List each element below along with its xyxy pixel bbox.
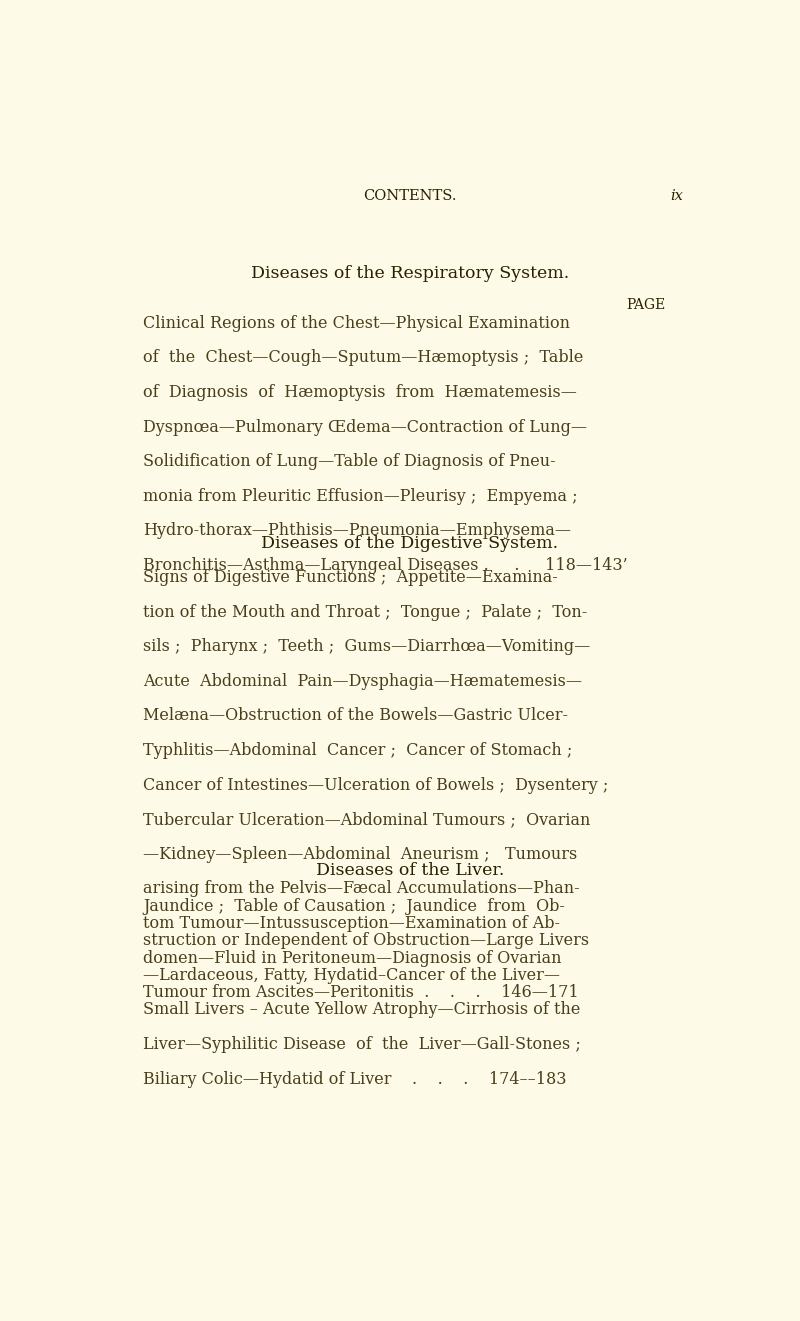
Text: —Kidney—Spleen—Abdominal  Aneurism ;   Tumours: —Kidney—Spleen—Abdominal Aneurism ; Tumo… [143, 845, 578, 863]
Text: Signs of Digestive Functions ;  Appetite—Examina-: Signs of Digestive Functions ; Appetite—… [143, 569, 558, 587]
Text: Diseases of the Respiratory System.: Diseases of the Respiratory System. [251, 266, 569, 281]
Text: Cancer of Intestines—Ulceration of Bowels ;  Dysentery ;: Cancer of Intestines—Ulceration of Bowel… [143, 777, 609, 794]
Text: Clinical Regions of the Chest—Physical Examination: Clinical Regions of the Chest—Physical E… [143, 314, 570, 332]
Text: sils ;  Pharynx ;  Teeth ;  Gums—Diarrhœa—Vomiting—: sils ; Pharynx ; Teeth ; Gums—Diarrhœa—V… [143, 638, 590, 655]
Text: tom Tumour—Intussusception—Examination of Ab-: tom Tumour—Intussusception—Examination o… [143, 915, 560, 931]
Text: PAGE: PAGE [626, 299, 666, 312]
Text: domen—Fluid in Peritoneum—Diagnosis of Ovarian: domen—Fluid in Peritoneum—Diagnosis of O… [143, 950, 562, 967]
Text: of  the  Chest—Cough—Sputum—Hæmoptysis ;  Table: of the Chest—Cough—Sputum—Hæmoptysis ; T… [143, 349, 584, 366]
Text: tion of the Mouth and Throat ;  Tongue ;  Palate ;  Ton-: tion of the Mouth and Throat ; Tongue ; … [143, 604, 588, 621]
Text: Hydro-thorax—Phthisis—Pneumonia—Emphysema—: Hydro-thorax—Phthisis—Pneumonia—Emphysem… [143, 522, 571, 539]
Text: Jaundice ;  Table of Causation ;  Jaundice  from  Ob-: Jaundice ; Table of Causation ; Jaundice… [143, 898, 566, 914]
Text: Dyspnœa—Pulmonary Œdema—Contraction of Lung—: Dyspnœa—Pulmonary Œdema—Contraction of L… [143, 419, 587, 436]
Text: Typhlitis—Abdominal  Cancer ;  Cancer of Stomach ;: Typhlitis—Abdominal Cancer ; Cancer of S… [143, 742, 573, 760]
Text: Biliary Colic—Hydatid of Liver    .    .    .    174––183: Biliary Colic—Hydatid of Liver . . . 174… [143, 1070, 567, 1087]
Text: Small Livers – Acute Yellow Atrophy—Cirrhosis of the: Small Livers – Acute Yellow Atrophy—Cirr… [143, 1001, 581, 1018]
Text: Diseases of the Digestive System.: Diseases of the Digestive System. [262, 535, 558, 551]
Text: Tubercular Ulceration—Abdominal Tumours ;  Ovarian: Tubercular Ulceration—Abdominal Tumours … [143, 811, 590, 828]
Text: ix: ix [670, 189, 683, 203]
Text: Solidification of Lung—Table of Diagnosis of Pneu-: Solidification of Lung—Table of Diagnosi… [143, 453, 556, 470]
Text: Bronchitis—Asthma—Laryngeal Diseases .     .     118—143’: Bronchitis—Asthma—Laryngeal Diseases . .… [143, 557, 628, 573]
Text: —Lardaceous, Fatty, Hydatid–Cancer of the Liver—: —Lardaceous, Fatty, Hydatid–Cancer of th… [143, 967, 560, 984]
Text: Melæna—Obstruction of the Bowels—Gastric Ulcer-: Melæna—Obstruction of the Bowels—Gastric… [143, 708, 568, 724]
Text: Tumour from Ascites—Peritonitis  .    .    .    146—171: Tumour from Ascites—Peritonitis . . . 14… [143, 984, 579, 1001]
Text: CONTENTS.: CONTENTS. [363, 189, 457, 203]
Text: Diseases of the Liver.: Diseases of the Liver. [316, 863, 504, 878]
Text: arising from the Pelvis—Fæcal Accumulations—Phan-: arising from the Pelvis—Fæcal Accumulati… [143, 880, 580, 897]
Text: Liver—Syphilitic Disease  of  the  Liver—Gall-Stones ;: Liver—Syphilitic Disease of the Liver—Ga… [143, 1036, 582, 1053]
Text: struction or Independent of Obstruction—Large Livers: struction or Independent of Obstruction—… [143, 933, 590, 950]
Text: monia from Pleuritic Effusion—Pleurisy ;  Empyema ;: monia from Pleuritic Effusion—Pleurisy ;… [143, 487, 578, 505]
Text: of  Diagnosis  of  Hæmoptysis  from  Hæmatemesis—: of Diagnosis of Hæmoptysis from Hæmateme… [143, 384, 578, 402]
Text: Acute  Abdominal  Pain—Dysphagia—Hæmatemesis—: Acute Abdominal Pain—Dysphagia—Hæmatemes… [143, 672, 582, 690]
